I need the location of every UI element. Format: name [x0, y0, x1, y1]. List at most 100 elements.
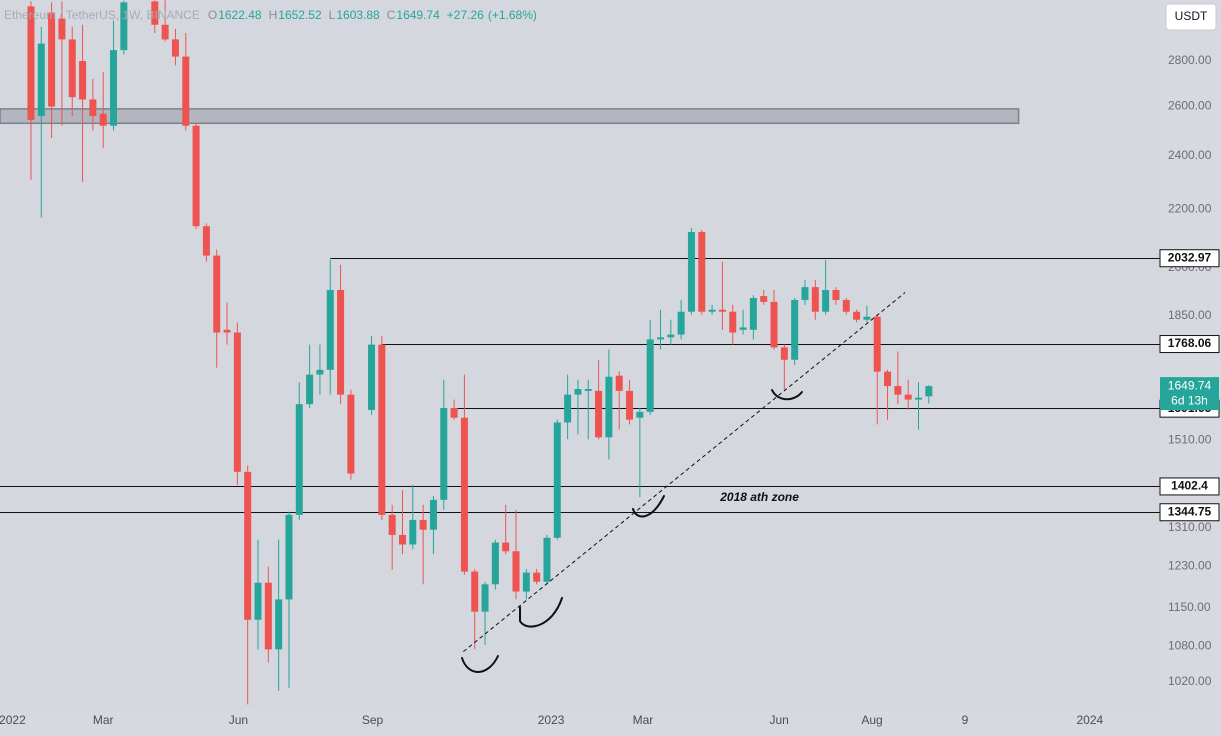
- candle-body: [533, 572, 541, 582]
- y-tick-label: 1850.00: [1168, 308, 1212, 322]
- y-tick-label: 2200.00: [1168, 201, 1212, 215]
- time-axis-panel: [0, 710, 1160, 736]
- x-tick-label: Mar: [93, 713, 114, 727]
- y-tick-label: 2800.00: [1168, 53, 1212, 67]
- y-tick-label: 1150.00: [1168, 600, 1211, 614]
- x-tick-label: Aug: [861, 713, 882, 727]
- current-price: 1649.74: [1168, 378, 1212, 392]
- candle-body: [316, 369, 324, 375]
- ohlc-value: 1652.52: [278, 8, 322, 22]
- candle-body: [337, 289, 345, 395]
- drawings: [461, 389, 803, 673]
- candle-body: [904, 394, 912, 400]
- candle-body: [223, 329, 231, 333]
- candle-body: [171, 39, 179, 57]
- ohlc-value: 1649.74: [396, 8, 440, 22]
- candle-body: [275, 599, 283, 650]
- candle-body: [718, 309, 726, 312]
- ohlc-value: 1603.88: [336, 8, 380, 22]
- candle-body: [68, 39, 76, 98]
- candle-body: [409, 519, 417, 545]
- currency-label[interactable]: USDT: [1175, 9, 1208, 23]
- candle-body: [739, 327, 747, 330]
- candle-body: [481, 584, 489, 612]
- candle-body: [37, 43, 45, 117]
- candle-body: [925, 386, 933, 397]
- candle-body: [729, 311, 737, 333]
- x-tick-label: 2024: [1076, 713, 1103, 727]
- candle-body: [873, 316, 881, 372]
- candle-body: [368, 344, 376, 410]
- hand-mark: [632, 495, 665, 518]
- chart-title: Ethereum / TetherUS, 1W, BINANCE: [4, 8, 200, 22]
- candle-body: [512, 551, 520, 592]
- plot-layer: [0, 0, 1160, 705]
- candle-body: [202, 226, 210, 256]
- candle-body: [698, 231, 706, 312]
- candle-body: [656, 337, 664, 340]
- candle-body: [842, 299, 850, 312]
- candle-body: [646, 339, 654, 412]
- current-price-box: [1160, 377, 1219, 411]
- candle-body: [213, 255, 221, 333]
- candle-body: [471, 571, 479, 612]
- candle-body: [584, 389, 592, 391]
- front-layer: 2018 ath zone2032.971768.061591.631402.4…: [4, 8, 1220, 522]
- candle-body: [780, 347, 788, 360]
- ohlc-label: L: [329, 8, 336, 22]
- candle-body: [429, 499, 437, 530]
- ohlc-label: H: [269, 8, 278, 22]
- level-label-box: [1159, 477, 1220, 496]
- candle-body: [440, 408, 448, 500]
- candle-body: [687, 231, 695, 312]
- candle-body: [48, 12, 56, 107]
- candle-body: [182, 56, 190, 126]
- candle-body: [347, 394, 355, 474]
- candle-body: [636, 411, 644, 418]
- level-label-box: [1159, 503, 1220, 522]
- x-tick-label: 2023: [538, 713, 565, 727]
- y-tick-label: 1310.00: [1168, 520, 1212, 534]
- candle-body: [574, 389, 582, 395]
- candle-body: [853, 311, 861, 320]
- ohlc-value: 1622.48: [218, 8, 262, 22]
- candle-body: [89, 99, 97, 117]
- y-tick-label: 2600.00: [1168, 99, 1212, 113]
- candle-body: [543, 537, 551, 582]
- candle-body: [667, 334, 675, 338]
- hand-mark: [771, 389, 803, 401]
- y-tick-label: 1510.00: [1168, 433, 1212, 447]
- candle-body: [502, 542, 510, 552]
- annotation: 2018 ath zone: [719, 490, 799, 504]
- countdown: 6d 13h: [1171, 393, 1208, 407]
- y-tick-label: 2400.00: [1168, 148, 1212, 162]
- x-tick-label: Jun: [229, 713, 248, 727]
- candle-body: [398, 534, 406, 545]
- x-tick-label: Sep: [362, 713, 384, 727]
- x-tick-label: 9: [962, 713, 969, 727]
- candle-body: [626, 390, 634, 420]
- candle-body: [27, 6, 35, 120]
- candle-body: [192, 125, 200, 227]
- candle-body: [749, 298, 757, 330]
- candle-body: [791, 299, 799, 360]
- y-tick-label: 1230.00: [1168, 559, 1212, 573]
- candle-body: [58, 18, 66, 40]
- y-tick-label: 1080.00: [1168, 639, 1212, 653]
- currency-button[interactable]: [1165, 3, 1217, 31]
- change-pct: (+1.68%): [488, 8, 537, 22]
- ohlc-label: O: [208, 8, 217, 22]
- trendline: [463, 292, 906, 653]
- candle-body: [894, 386, 902, 395]
- ohlc-label: C: [387, 8, 396, 22]
- candle-body: [295, 404, 303, 515]
- candle-body: [677, 311, 685, 335]
- level-label: 2032.97: [1168, 250, 1212, 264]
- price-axis-panel: [1160, 0, 1221, 736]
- hand-mark: [519, 597, 563, 628]
- candle-body: [522, 572, 530, 592]
- candle-body: [233, 332, 241, 472]
- resistance-zone: [0, 108, 1020, 125]
